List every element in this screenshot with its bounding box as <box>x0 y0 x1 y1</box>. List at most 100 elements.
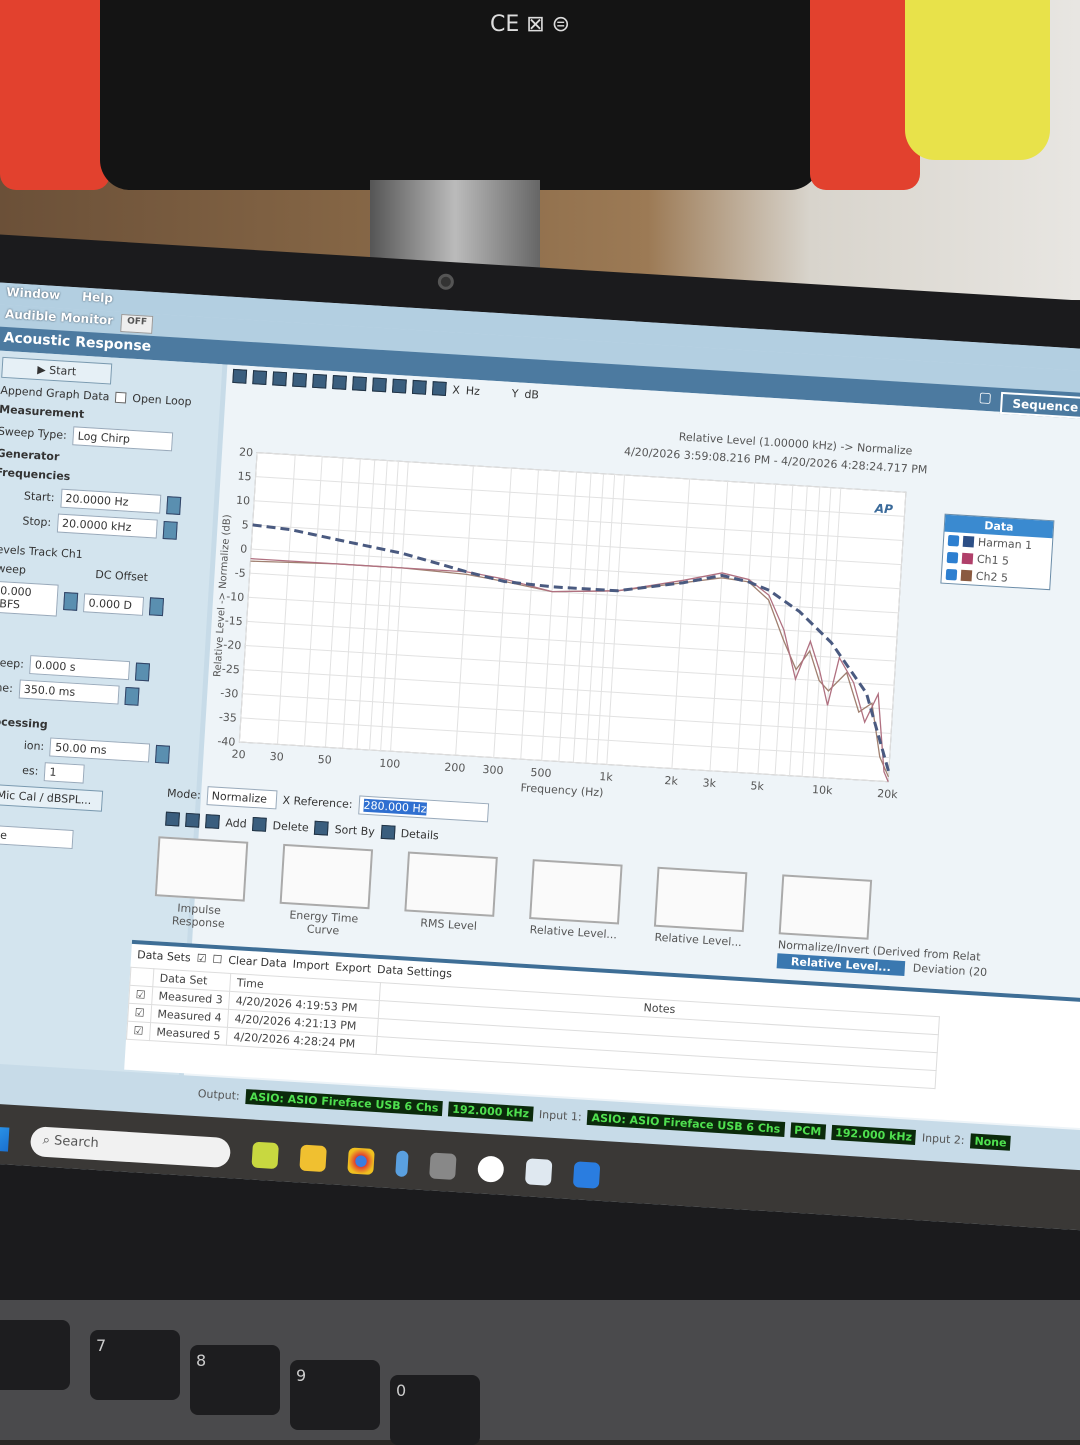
mode-select[interactable]: Normalize <box>206 786 278 810</box>
x-tick-label: 2k <box>664 774 679 788</box>
start-button[interactable]: ▶ Start <box>1 356 113 385</box>
row-checkbox[interactable]: ☑ <box>126 1021 151 1041</box>
import-button[interactable]: Import <box>292 957 330 973</box>
y-tick-label: 10 <box>236 494 251 508</box>
screen: Window Help Audible Monitor OFF Acoustic… <box>0 281 1080 1231</box>
app-icon[interactable] <box>429 1152 457 1180</box>
grid-line <box>239 741 889 783</box>
check-all-icon[interactable]: ☑ <box>196 951 207 966</box>
dropbox-icon[interactable] <box>572 1161 601 1189</box>
save-icon[interactable] <box>232 368 248 384</box>
y-tick-label: -10 <box>226 590 245 604</box>
x-tick-label: 3k <box>702 776 717 790</box>
delete-button[interactable]: Delete <box>272 818 310 834</box>
zoom-icon[interactable] <box>292 372 308 388</box>
dc-offset-spinner[interactable] <box>148 597 165 617</box>
output-device[interactable]: ASIO: ASIO Fireface USB 6 Chs <box>245 1089 443 1117</box>
time-field[interactable]: 350.0 ms <box>18 679 120 705</box>
y-unit-select[interactable]: dB <box>524 387 540 402</box>
x-reference-field[interactable]: 280.000 Hz <box>358 795 489 823</box>
chart-icon[interactable] <box>391 378 407 394</box>
x-tick-label: 20 <box>231 748 246 762</box>
open-loop-checkbox[interactable] <box>115 391 127 404</box>
y-tick-label: 0 <box>240 542 248 555</box>
last-icon[interactable] <box>185 812 200 828</box>
key: 6 <box>0 1320 70 1390</box>
legend: Data Harman 1 Ch1 5 Ch2 5 <box>940 513 1055 591</box>
thumbnail[interactable]: Impulse Response <box>153 836 249 935</box>
clear-data-button[interactable]: Clear Data <box>227 953 288 971</box>
play-icon[interactable] <box>395 1150 409 1178</box>
x-unit-select[interactable]: Hz <box>465 383 481 398</box>
y-tick-label: -20 <box>223 638 242 652</box>
maximize-icon[interactable]: ▢ <box>978 389 993 407</box>
sweep-level-field[interactable]: 20.000 dBFS <box>0 580 59 617</box>
row-checkbox[interactable]: ☑ <box>128 985 153 1005</box>
duration-field[interactable]: 50.00 ms <box>49 737 151 763</box>
x-tick-label: 300 <box>482 763 504 777</box>
taskbar-search[interactable]: ⌕ Search <box>29 1126 232 1169</box>
uncheck-all-icon[interactable]: ☐ <box>212 952 223 967</box>
y-tick-label: 15 <box>237 470 252 484</box>
expand-icon[interactable] <box>332 375 347 390</box>
start-frequency-spinner[interactable] <box>165 495 181 515</box>
file-explorer-icon[interactable] <box>299 1144 327 1173</box>
grid-icon[interactable] <box>352 376 367 392</box>
checkbox-checked-icon[interactable] <box>947 534 960 547</box>
add-button[interactable]: Add <box>225 815 248 831</box>
thumbnail[interactable]: Relative Level... <box>527 859 623 958</box>
copy-icon[interactable] <box>252 370 268 385</box>
monitor-toggle[interactable]: OFF <box>120 314 154 334</box>
duration-spinner[interactable] <box>155 744 171 764</box>
deviation-result[interactable]: Deviation (20 <box>912 961 988 980</box>
y-tick-label: -25 <box>221 662 240 676</box>
pre-sweep-spinner[interactable] <box>135 662 151 681</box>
first-icon[interactable] <box>165 811 180 827</box>
input1-device[interactable]: ASIO: ASIO Fireface USB 6 Chs <box>587 1109 785 1137</box>
thumbnail[interactable]: Relative Level... <box>652 866 748 966</box>
sort-button[interactable]: Sort By <box>334 822 376 838</box>
thumbnail[interactable]: Energy Time Curve <box>278 843 374 943</box>
data-settings-button[interactable]: Data Settings <box>376 962 453 981</box>
details-button[interactable]: Details <box>400 826 440 842</box>
checkbox-checked-icon[interactable] <box>945 568 958 581</box>
y-tick-label: -35 <box>219 711 238 725</box>
thumbnail[interactable]: RMS Level <box>402 851 498 951</box>
averages-field[interactable]: 1 <box>43 762 85 784</box>
stop-frequency-spinner[interactable] <box>162 520 178 540</box>
mic-cal-button[interactable]: Mic Cal / dBSPL... <box>0 783 103 812</box>
thumbnail[interactable]: Normalize/Invert (Derived from Relat Rela… <box>776 874 988 979</box>
app-icon[interactable] <box>251 1141 279 1170</box>
duration-label: ion: <box>23 738 45 754</box>
checkbox-checked-icon[interactable] <box>946 551 959 564</box>
stop-frequency-field[interactable]: 20.0000 kHz <box>56 513 158 539</box>
settings-icon[interactable] <box>431 381 447 396</box>
print-icon[interactable] <box>272 371 288 387</box>
dc-offset-field[interactable]: 0.000 D <box>83 592 145 616</box>
input2-device[interactable]: None <box>970 1133 1011 1151</box>
sweep-type-select[interactable]: Log Chirp <box>72 426 174 452</box>
table-icon[interactable] <box>372 377 387 393</box>
laptop-bezel: Window Help Audible Monitor OFF Acoustic… <box>0 232 1080 1384</box>
none-select[interactable]: None <box>0 823 74 850</box>
q-app-icon[interactable] <box>477 1155 505 1183</box>
y-tick-label: -40 <box>217 735 236 749</box>
menu-help[interactable]: Help <box>81 289 114 306</box>
keyboard: 6 7 8 9 0 <box>0 1300 1080 1445</box>
chrome-icon[interactable] <box>347 1147 375 1175</box>
x-tick-label: 30 <box>269 750 284 764</box>
time-spinner[interactable] <box>124 686 140 706</box>
windows-start-icon[interactable] <box>0 1126 10 1152</box>
export-button[interactable]: Export <box>334 960 372 976</box>
pre-sweep-field[interactable]: 0.000 s <box>29 655 131 681</box>
device-under-test: CE ⊠ ⊜ <box>100 0 820 190</box>
fit-icon[interactable] <box>312 373 327 389</box>
y-tick-label: 20 <box>239 445 254 459</box>
start-frequency-field[interactable]: 20.0000 Hz <box>59 488 161 514</box>
function-icon[interactable] <box>411 379 427 395</box>
row-checkbox[interactable]: ☑ <box>127 1003 152 1023</box>
ap-app-icon[interactable] <box>524 1158 553 1186</box>
stand-post <box>370 180 540 270</box>
menu-window[interactable]: Window <box>5 284 61 303</box>
sweep-level-spinner[interactable] <box>63 592 79 611</box>
